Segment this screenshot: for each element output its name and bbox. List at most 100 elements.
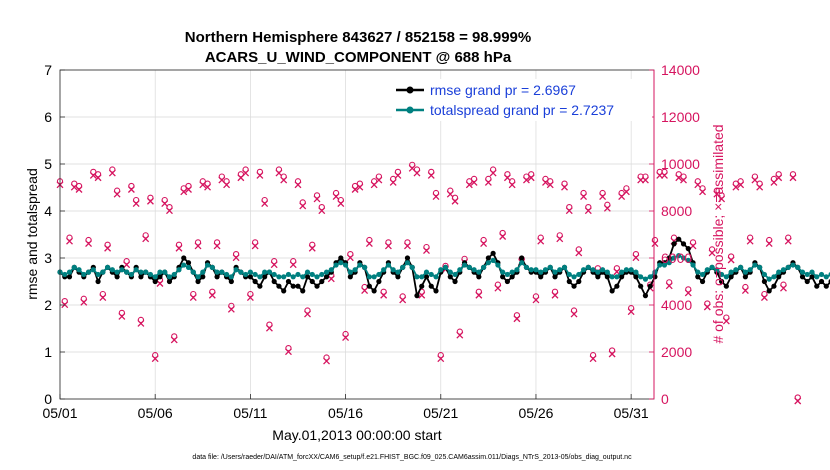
obs-point (394, 168, 402, 179)
obs-assimilated-marker (256, 171, 264, 179)
rmse-point (309, 278, 315, 285)
totalspread-point (823, 274, 829, 280)
obs-assimilated-marker (537, 237, 545, 245)
obs-assimilated-marker (456, 331, 464, 339)
rmse-point (818, 278, 825, 285)
totalspread-point (699, 271, 706, 278)
obs-assimilated-marker (451, 197, 459, 205)
obs-point (270, 258, 278, 269)
rmse-point (276, 283, 282, 289)
totalspread-point (233, 267, 239, 273)
rmse-point (404, 255, 411, 261)
x-tick-label-6: 05/31 (614, 405, 649, 421)
totalspread-point (500, 269, 506, 275)
totalspread-point (776, 269, 782, 275)
totalspread-point (138, 269, 144, 275)
rmse-point (290, 283, 296, 289)
y-left-tick-label-1: 1 (44, 344, 52, 360)
totalspread-point (604, 269, 610, 275)
obs-point (313, 192, 321, 203)
totalspread-point (319, 271, 325, 278)
obs-point (161, 196, 169, 208)
totalspread-point (300, 274, 306, 280)
y-right-tick-label-5: 10000 (661, 156, 700, 172)
obs-assimilated-marker (227, 305, 235, 313)
obs-assimilated-marker (470, 178, 478, 186)
obs-assimilated-marker (66, 237, 73, 245)
totalspread-point (266, 269, 273, 275)
rmse-point (281, 288, 287, 294)
totalspread-point (490, 257, 496, 263)
obs-assimilated-marker (494, 284, 502, 292)
obs-point (675, 171, 683, 182)
obs-point (651, 236, 659, 248)
obs-point (661, 168, 668, 179)
obs-assimilated-marker (142, 235, 150, 243)
obs-point (751, 173, 759, 184)
rmse-point (185, 260, 192, 266)
obs-point (680, 173, 687, 184)
obs-point (356, 180, 364, 191)
totalspread-point (414, 274, 420, 280)
obs-point (741, 283, 749, 295)
obs-assimilated-marker (565, 207, 573, 215)
totalspread-point (166, 274, 173, 280)
rmse-point (414, 293, 420, 299)
totalspread-point (457, 267, 463, 273)
totalspread-point (814, 274, 820, 280)
totalspread-point (276, 274, 282, 280)
obs-assimilated-marker (413, 169, 421, 177)
obs-point (632, 250, 640, 262)
totalspread-point (718, 271, 725, 278)
obs-assimilated-marker (127, 186, 135, 193)
totalspread-point (95, 271, 101, 278)
obs-point (532, 293, 540, 304)
obs-point (437, 352, 445, 363)
rmse-point (285, 278, 292, 285)
rmse-point (723, 283, 729, 289)
chart-title-line2: ACARS_U_WIND_COMPONENT @ 688 hPa (205, 49, 512, 66)
obs-point (556, 232, 564, 243)
rmse-point (138, 274, 144, 280)
obs-point (137, 316, 145, 327)
x-axis: 05/01 05/06 05/11 05/16 05/21 05/26 05/31 (42, 394, 649, 421)
obs-point (770, 175, 778, 186)
rmse-point (366, 283, 372, 289)
x-tick-label-0: 05/01 (42, 405, 77, 421)
obs-point (513, 312, 521, 323)
rmse-point (419, 283, 425, 289)
y-left-tick-label-4: 4 (44, 203, 52, 219)
totalspread-point (585, 264, 591, 270)
obs-assimilated-marker (480, 240, 488, 248)
totalspread-point (100, 269, 106, 275)
totalspread-point (790, 262, 796, 268)
y-left-tick-label-7: 7 (44, 62, 52, 78)
y-left-tick-label-6: 6 (44, 109, 52, 125)
obs-assimilated-marker (85, 240, 93, 248)
obs-assimilated-marker (342, 334, 350, 342)
rmse-point (614, 283, 620, 289)
obs-point (589, 352, 597, 363)
obs-assimilated-marker (699, 188, 707, 196)
rmse-point (323, 274, 330, 280)
obs-point (204, 180, 212, 191)
obs-assimilated-marker (265, 324, 273, 332)
obs-point (684, 286, 692, 297)
obs-point (113, 187, 121, 198)
obs-point (551, 288, 559, 299)
rmse-point (433, 288, 439, 294)
rmse-point (633, 274, 639, 280)
totalspread-point (471, 267, 477, 273)
obs-point (789, 171, 797, 182)
obs-assimilated-marker (789, 174, 797, 182)
legend: rmse grand pr = 2.6967 totalspread grand… (392, 79, 652, 121)
obs-point (727, 253, 735, 264)
obs-assimilated-marker (432, 193, 440, 201)
totalspread-point (452, 271, 458, 278)
obs-point (118, 309, 126, 320)
totalspread-point (119, 267, 125, 273)
obs-assimilated-marker (251, 242, 259, 250)
obs-assimilated-marker (146, 197, 154, 205)
totalspread-point (714, 267, 720, 273)
totalspread-point (742, 269, 748, 275)
